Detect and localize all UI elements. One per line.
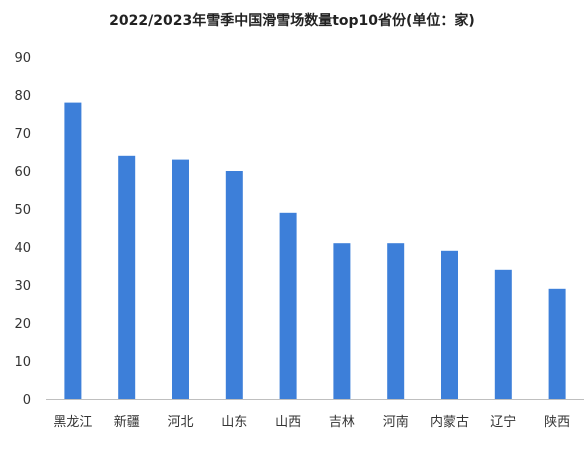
x-tick-label: 河北 [167,415,193,430]
y-tick-label: 70 [14,127,31,142]
x-tick-label: 河南 [383,414,409,430]
bar [279,212,297,399]
y-tick-label: 90 [14,51,31,66]
chart-title: 2022/2023年雪季中国滑雪场数量top10省份(单位：家) [109,13,475,29]
x-tick-label: 内蒙古 [430,414,469,430]
x-tick-label: 山东 [221,415,247,430]
y-tick-label: 80 [14,89,31,104]
y-tick-label: 50 [14,203,31,218]
bar [494,269,512,399]
bar [225,171,243,399]
x-tick-label: 黑龙江 [53,415,92,430]
y-tick-label: 40 [14,241,31,256]
y-tick-label: 10 [14,355,31,370]
bar [64,102,82,399]
x-tick-label: 山西 [275,415,301,430]
x-tick-label: 陕西 [544,415,570,430]
bar [333,243,351,399]
x-tick-label: 辽宁 [490,414,516,430]
x-tick-label: 吉林 [329,415,355,430]
bar [118,155,136,399]
y-tick-label: 30 [14,279,31,294]
x-tick-label: 新疆 [114,414,140,430]
bar [441,250,458,399]
bar [548,288,566,399]
y-tick-label: 20 [14,317,31,332]
y-tick-label: 0 [23,393,31,408]
bar [172,159,189,399]
y-tick-label: 60 [14,165,31,180]
bar [387,243,405,399]
